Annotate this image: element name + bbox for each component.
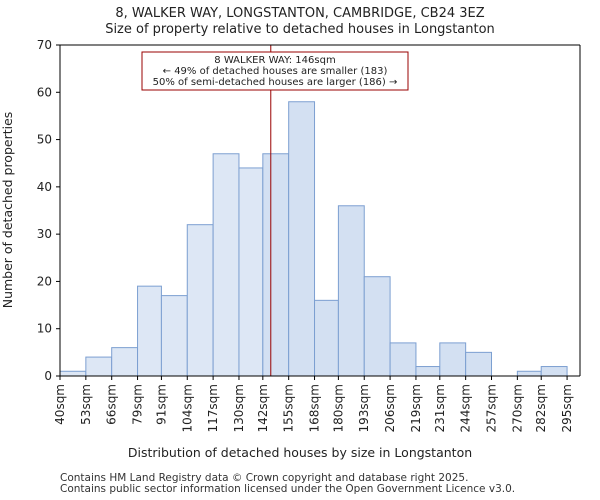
bar xyxy=(111,347,139,377)
y-tick-label: 70 xyxy=(37,38,52,52)
x-tick-label: 295sqm xyxy=(560,384,574,432)
annotation-line-2: ← 49% of detached houses are smaller (18… xyxy=(163,66,388,77)
y-axis-label: Number of detached properties xyxy=(0,112,15,309)
y-ticks-group: 0 10 20 30 40 50 60 70 xyxy=(37,38,60,383)
x-tick-label: 231sqm xyxy=(433,384,447,432)
bar xyxy=(337,205,365,377)
bars-group xyxy=(59,101,568,377)
x-tick-label: 66sqm xyxy=(105,384,119,425)
footer-line-1: Contains HM Land Registry data © Crown c… xyxy=(60,472,469,484)
x-tick-label: 40sqm xyxy=(53,384,67,425)
x-tick-label: 104sqm xyxy=(180,384,194,432)
axes-group xyxy=(59,44,581,377)
bar xyxy=(465,351,493,377)
x-tick-label: 91sqm xyxy=(154,384,168,425)
x-tick-label: 270sqm xyxy=(510,384,524,432)
bar xyxy=(363,276,391,377)
x-tick-label: 155sqm xyxy=(282,384,296,432)
bar xyxy=(160,295,188,377)
x-tick-label: 206sqm xyxy=(383,384,397,432)
annotation-box: 8 WALKER WAY: 146sqm ← 49% of detached h… xyxy=(141,51,409,91)
footer-line-2: Contains public sector information licen… xyxy=(60,483,516,495)
bar xyxy=(314,299,339,377)
y-tick-label: 10 xyxy=(37,322,52,336)
chart-subtitle: Size of property relative to detached ho… xyxy=(105,22,495,37)
annotation-line-1: 8 WALKER WAY: 146sqm xyxy=(214,55,335,66)
bar xyxy=(516,370,542,377)
bar xyxy=(137,285,162,377)
bar xyxy=(238,167,264,377)
x-tick-label: 180sqm xyxy=(331,384,345,432)
y-tick-label: 60 xyxy=(37,85,52,99)
x-tick-label: 244sqm xyxy=(459,384,473,432)
bar xyxy=(439,342,467,377)
bar xyxy=(415,366,441,377)
x-tick-label: 193sqm xyxy=(357,384,371,432)
x-axis-label: Distribution of detached houses by size … xyxy=(128,445,472,460)
x-tick-label: 79sqm xyxy=(131,384,145,425)
bar xyxy=(262,153,290,377)
x-tick-label: 130sqm xyxy=(232,384,246,432)
bar xyxy=(540,366,568,377)
bar xyxy=(389,342,417,377)
annotation-border xyxy=(141,51,409,91)
annotation-line-3: 50% of semi-detached houses are larger (… xyxy=(153,77,398,88)
x-tick-label: 219sqm xyxy=(409,384,423,432)
x-tick-label: 142sqm xyxy=(256,384,270,432)
y-tick-label: 20 xyxy=(37,274,52,288)
x-ticks-group: 40sqm 53sqm 66sqm 79sqm 91sqm 104sqm 117sqm 130… xyxy=(53,376,574,432)
y-tick-label: 0 xyxy=(44,369,52,383)
y-tick-label: 40 xyxy=(37,180,52,194)
x-tick-label: 53sqm xyxy=(79,384,93,425)
x-tick-label: 282sqm xyxy=(534,384,548,432)
bar xyxy=(212,153,240,377)
x-tick-label: 257sqm xyxy=(485,384,499,432)
bar xyxy=(59,370,87,377)
x-tick-label: 117sqm xyxy=(206,384,220,432)
y-tick-label: 30 xyxy=(37,227,52,241)
y-tick-label: 50 xyxy=(37,133,52,147)
chart-title: 8, WALKER WAY, LONGSTANTON, CAMBRIDGE, C… xyxy=(115,6,484,21)
x-tick-label: 168sqm xyxy=(308,384,322,432)
bar xyxy=(85,356,113,377)
bar xyxy=(288,101,316,377)
bar xyxy=(186,224,214,377)
